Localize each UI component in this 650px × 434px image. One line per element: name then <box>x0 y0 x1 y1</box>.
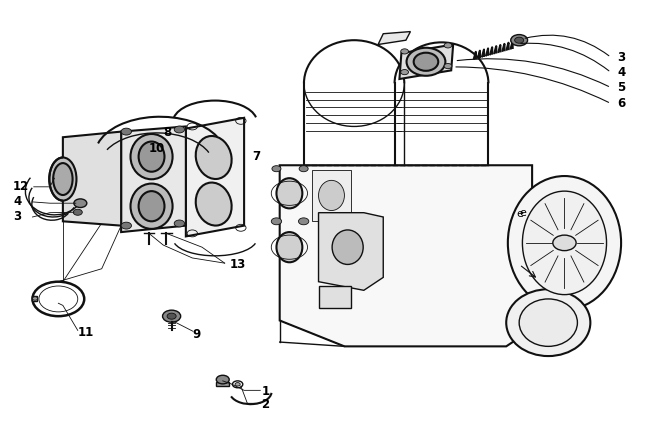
Circle shape <box>271 218 281 225</box>
Circle shape <box>235 383 240 386</box>
Polygon shape <box>216 382 229 386</box>
Polygon shape <box>186 118 244 237</box>
Polygon shape <box>318 213 384 290</box>
Ellipse shape <box>508 176 621 310</box>
Circle shape <box>121 222 131 229</box>
Circle shape <box>174 220 185 227</box>
Circle shape <box>162 310 181 322</box>
Text: 5: 5 <box>618 81 626 94</box>
Ellipse shape <box>196 136 231 179</box>
Circle shape <box>552 235 576 251</box>
Polygon shape <box>312 170 351 221</box>
Ellipse shape <box>131 184 173 229</box>
Circle shape <box>174 126 185 133</box>
Ellipse shape <box>519 299 577 346</box>
Text: e: e <box>516 209 523 219</box>
Polygon shape <box>121 126 186 232</box>
Circle shape <box>400 49 408 54</box>
Ellipse shape <box>53 163 73 195</box>
Text: 4: 4 <box>618 66 626 79</box>
Ellipse shape <box>138 191 164 221</box>
Ellipse shape <box>332 230 363 264</box>
Circle shape <box>400 69 408 75</box>
Text: 11: 11 <box>78 326 94 339</box>
Ellipse shape <box>523 191 606 295</box>
Text: 8: 8 <box>163 126 172 139</box>
Polygon shape <box>280 165 532 346</box>
Text: 3: 3 <box>618 51 626 64</box>
Text: 13: 13 <box>229 258 246 271</box>
Polygon shape <box>32 296 37 301</box>
Circle shape <box>511 35 528 46</box>
Ellipse shape <box>318 181 344 210</box>
Ellipse shape <box>406 48 445 76</box>
Circle shape <box>298 218 309 225</box>
Circle shape <box>216 375 229 384</box>
Ellipse shape <box>138 141 164 172</box>
Circle shape <box>272 166 281 172</box>
Ellipse shape <box>276 232 302 262</box>
Ellipse shape <box>413 53 438 71</box>
Text: 7: 7 <box>252 150 261 163</box>
Circle shape <box>121 128 131 135</box>
Text: e: e <box>519 208 526 218</box>
Text: 6: 6 <box>618 97 626 110</box>
Polygon shape <box>318 286 351 308</box>
Polygon shape <box>400 45 453 79</box>
Polygon shape <box>378 32 410 45</box>
Circle shape <box>444 43 452 48</box>
Text: 2: 2 <box>261 398 270 411</box>
Circle shape <box>167 313 176 319</box>
Text: 9: 9 <box>192 328 201 341</box>
Ellipse shape <box>196 183 231 226</box>
Ellipse shape <box>49 158 77 201</box>
Text: 12: 12 <box>13 180 29 193</box>
Circle shape <box>515 37 524 43</box>
Text: 3: 3 <box>13 210 21 224</box>
Ellipse shape <box>131 134 173 179</box>
Circle shape <box>444 63 452 69</box>
Ellipse shape <box>276 178 302 208</box>
Ellipse shape <box>506 289 590 356</box>
Circle shape <box>299 166 308 172</box>
Text: 10: 10 <box>149 141 165 155</box>
Polygon shape <box>63 132 121 226</box>
Text: 4: 4 <box>13 195 21 208</box>
Circle shape <box>74 199 87 207</box>
Circle shape <box>73 209 83 215</box>
Circle shape <box>32 297 38 300</box>
Text: 1: 1 <box>261 385 270 398</box>
